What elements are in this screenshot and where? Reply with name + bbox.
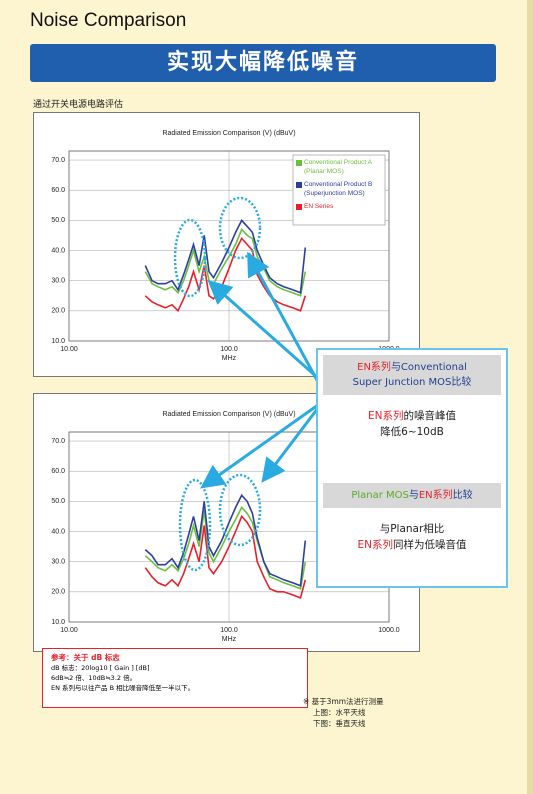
chart: Radiated Emission Comparison (V) (dBuV) 1…	[51, 130, 399, 362]
x-tick-label: 100.0	[220, 627, 238, 634]
y-tick-label: 30.0	[51, 278, 65, 285]
x-tick-label: 1000.0	[378, 627, 400, 634]
reference-line: dB 标志：20log10 [ Gain ] [dB]	[51, 664, 150, 672]
x-tick-label: 10.00	[60, 346, 78, 353]
section-heading: Planar MOS与EN系列比较	[323, 483, 501, 508]
reference-line: 6dB≒2 倍、10dB≒3.2 倍。	[51, 674, 137, 682]
page-edge	[527, 0, 533, 794]
note-line: ※ 基于3mm法进行测量	[303, 697, 384, 706]
reference-line: EN 系列与以往产品 B 相比噪音降低至一半以下。	[51, 684, 195, 692]
legend-label: EN Series	[304, 203, 334, 210]
banner: 实现大幅降低噪音	[30, 44, 496, 82]
legend-swatch	[296, 160, 302, 166]
legend-box	[292, 154, 386, 226]
text: 的噪音峰值	[403, 410, 457, 422]
chart-title: Radiated Emission Comparison (V) (dBuV)	[162, 411, 295, 418]
y-tick-label: 60.0	[51, 187, 65, 194]
y-tick-label: 10.0	[51, 338, 65, 345]
reference-box: 参考：关于 dB 标志 dB 标志：20log10 [ Gain ] [dB] …	[42, 648, 308, 708]
chart-title: Radiated Emission Comparison (V) (dBuV)	[162, 130, 295, 137]
text: EN系列	[357, 539, 394, 551]
text: EN系列	[418, 490, 453, 501]
y-tick-label: 70.0	[51, 157, 65, 164]
note-line: 下图：垂直天线	[313, 719, 366, 728]
x-axis-label: MHz	[222, 355, 237, 362]
reference-heading: 参考：关于 dB 标志	[51, 653, 120, 662]
y-tick-label: 40.0	[51, 528, 65, 535]
callout: EN系列与Conventional Super Junction MOS比较 EN…	[316, 348, 508, 588]
text: EN系列	[368, 410, 404, 422]
note: ※ 基于3mm法进行测量 上图：水平天线 下图：垂直天线	[303, 696, 384, 729]
legend-label: Conventional Product A (Planar MOS)	[304, 159, 372, 175]
y-tick-label: 20.0	[51, 308, 65, 315]
text: 与Conventional	[390, 362, 467, 373]
series-line	[144, 506, 307, 590]
page-title: Noise Comparison	[30, 10, 187, 31]
section-heading: EN系列与Conventional Super Junction MOS比较	[323, 355, 501, 395]
legend-label: Conventional Product B (Superjunction MO…	[304, 181, 373, 197]
section-body: EN系列的噪音峰值降低6~10dB	[318, 400, 506, 448]
subtitle: 通过开关电源电路评估	[33, 100, 124, 110]
series-line	[144, 514, 307, 599]
x-axis-label: MHz	[222, 636, 237, 643]
chart-panel: Radiated Emission Comparison (V) (dBuV) 1…	[33, 112, 420, 377]
y-tick-label: 50.0	[51, 498, 65, 505]
y-tick-label: 30.0	[51, 559, 65, 566]
text: 同样为低噪音值	[393, 539, 467, 551]
y-tick-label: 60.0	[51, 468, 65, 475]
y-tick-label: 10.0	[51, 619, 65, 626]
text: Super Junction MOS比较	[352, 377, 472, 388]
text: 与	[408, 490, 419, 501]
text: EN系列	[357, 362, 391, 373]
y-tick-label: 50.0	[51, 217, 65, 224]
y-tick-label: 20.0	[51, 589, 65, 596]
legend-swatch	[296, 204, 302, 210]
text: 比较	[452, 490, 473, 501]
note-line: 上图：水平天线	[313, 708, 366, 717]
legend-swatch	[296, 182, 302, 188]
text: 与Planar相比	[379, 523, 445, 535]
text: 降低6~10dB	[380, 426, 444, 438]
x-tick-label: 100.0	[220, 346, 238, 353]
text: Planar MOS	[351, 490, 409, 501]
y-tick-label: 40.0	[51, 247, 65, 254]
section-body: 与Planar相比 EN系列同样为低噪音值	[318, 513, 506, 561]
y-tick-label: 70.0	[51, 438, 65, 445]
x-tick-label: 10.00	[60, 627, 78, 634]
